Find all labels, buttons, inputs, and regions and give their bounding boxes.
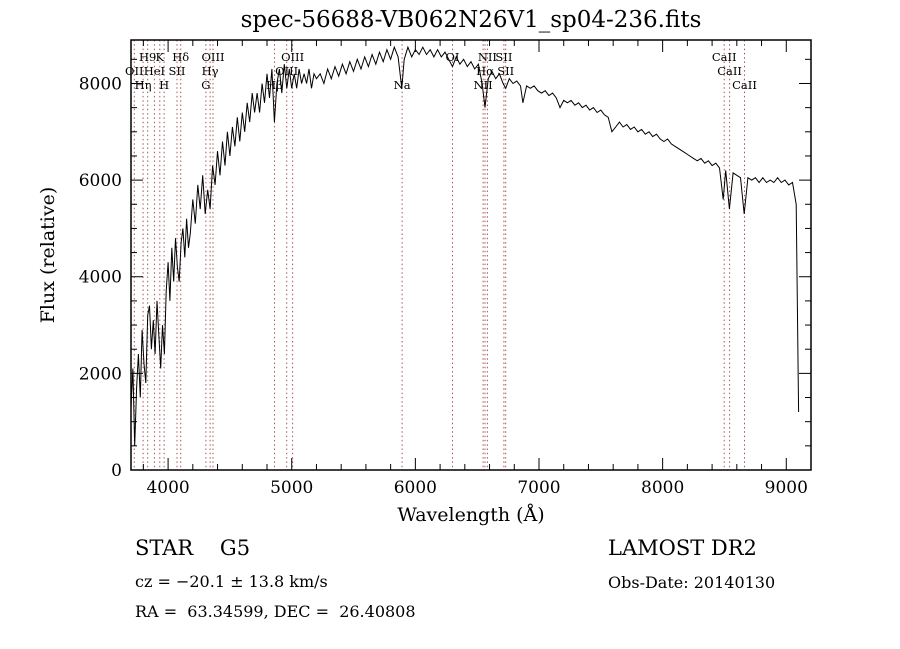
y-tick-label: 8000	[79, 74, 122, 94]
spectral-line-label: Hδ	[172, 50, 189, 64]
spectral-line-label: OII	[125, 64, 144, 78]
x-tick-label: 7000	[517, 478, 560, 498]
y-tick-label: 6000	[79, 171, 122, 191]
spectral-line-label: OI	[446, 50, 460, 64]
obs-date-text: Obs-Date: 20140130	[608, 573, 776, 592]
spectral-line-label: Hη	[135, 78, 152, 92]
x-axis-label: Wavelength (Å)	[397, 504, 544, 526]
spectral-line-label: CaII	[712, 50, 737, 64]
classification-text: STAR G5	[135, 536, 251, 560]
spectral-line-label: Hγ	[202, 64, 219, 78]
y-tick-label: 2000	[79, 364, 122, 384]
spectral-line-label: K	[156, 50, 165, 64]
spectral-line-label: Hβ	[266, 78, 283, 92]
spectral-line-label: SII	[495, 50, 512, 64]
spectral-line-label: H	[159, 78, 169, 92]
x-tick-label: 9000	[765, 478, 808, 498]
spectral-line-label: SII	[169, 64, 186, 78]
spectrum-plot: spec-56688-VB062N26V1_sp04-236.fits Wave…	[37, 7, 812, 526]
y-tick-label: 0	[111, 461, 122, 481]
spectral-line-label: HeI	[144, 64, 165, 78]
x-tick-label: 8000	[641, 478, 684, 498]
spectral-line-label: Na	[394, 78, 411, 92]
spectral-line-label: G	[201, 78, 210, 92]
y-axis-label: Flux (relative)	[37, 187, 59, 324]
x-tick-label: 6000	[394, 478, 437, 498]
spectral-line-label: H9	[139, 50, 156, 64]
survey-text: LAMOST DR2	[608, 536, 757, 560]
spectral-line-label: OIII	[201, 50, 224, 64]
spectral-line-label: OIII	[281, 50, 304, 64]
spectral-line-label: NII	[478, 50, 497, 64]
plot-title: spec-56688-VB062N26V1_sp04-236.fits	[241, 7, 702, 33]
spectral-line-label: Hα	[476, 64, 494, 78]
x-tick-label: 4000	[146, 478, 189, 498]
spectral-line-label: CaII	[717, 64, 742, 78]
plot-frame	[130, 39, 812, 471]
spectral-line-label: CaII	[732, 78, 757, 92]
spectral-line-label: SII	[497, 64, 514, 78]
spectral-line-label: NII	[474, 78, 493, 92]
y-tick-label: 4000	[79, 268, 122, 288]
cz-text: cz = −20.1 ± 13.8 km/s	[135, 572, 328, 591]
x-tick-label: 5000	[270, 478, 313, 498]
spectrum-trace	[130, 45, 800, 446]
spectral-line-label: OIII	[275, 64, 298, 78]
ra-dec-text: RA = 63.34599, DEC = 26.40808	[135, 602, 416, 621]
